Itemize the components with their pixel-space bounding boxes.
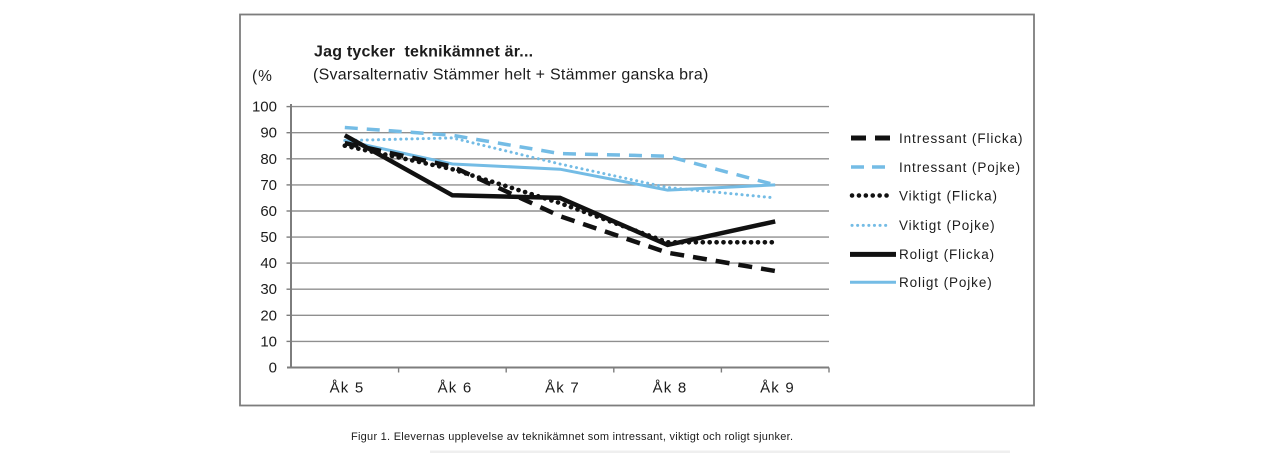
svg-text:(%: (% bbox=[252, 68, 273, 85]
svg-text:Åk 8: Åk 8 bbox=[653, 380, 688, 397]
svg-text:Åk 7: Åk 7 bbox=[545, 380, 580, 397]
svg-text:Figur 1. Elevernas upplevelse: Figur 1. Elevernas upplevelse av teknikä… bbox=[351, 431, 793, 443]
svg-text:70: 70 bbox=[260, 177, 277, 194]
svg-text:60: 60 bbox=[260, 203, 277, 220]
svg-text:20: 20 bbox=[260, 307, 277, 324]
svg-text:Åk 9: Åk 9 bbox=[760, 380, 795, 397]
svg-text:Intressant (Pojke): Intressant (Pojke) bbox=[899, 160, 1021, 175]
svg-text:Roligt (Pojke): Roligt (Pojke) bbox=[899, 275, 993, 290]
svg-text:10: 10 bbox=[260, 333, 277, 350]
svg-text:Intressant (Flicka): Intressant (Flicka) bbox=[899, 131, 1023, 146]
svg-text:30: 30 bbox=[260, 281, 277, 298]
svg-text:80: 80 bbox=[260, 151, 277, 168]
svg-text:90: 90 bbox=[260, 125, 277, 142]
svg-text:Åk 5: Åk 5 bbox=[330, 380, 365, 397]
svg-text:Åk 6: Åk 6 bbox=[438, 380, 473, 397]
svg-text:Roligt (Flicka): Roligt (Flicka) bbox=[899, 247, 995, 262]
svg-text:Viktigt (Pojke): Viktigt (Pojke) bbox=[899, 218, 996, 233]
svg-text:50: 50 bbox=[260, 229, 277, 246]
svg-text:(Svarsalternativ Stämmer helt: (Svarsalternativ Stämmer helt + Stämmer … bbox=[313, 67, 709, 84]
svg-text:Jag tycker teknikämnet är...: Jag tycker teknikämnet är... bbox=[314, 44, 533, 61]
svg-text:40: 40 bbox=[260, 255, 277, 272]
svg-text:100: 100 bbox=[252, 99, 277, 116]
svg-text:Viktigt (Flicka): Viktigt (Flicka) bbox=[899, 188, 998, 203]
svg-text:0: 0 bbox=[269, 360, 277, 377]
